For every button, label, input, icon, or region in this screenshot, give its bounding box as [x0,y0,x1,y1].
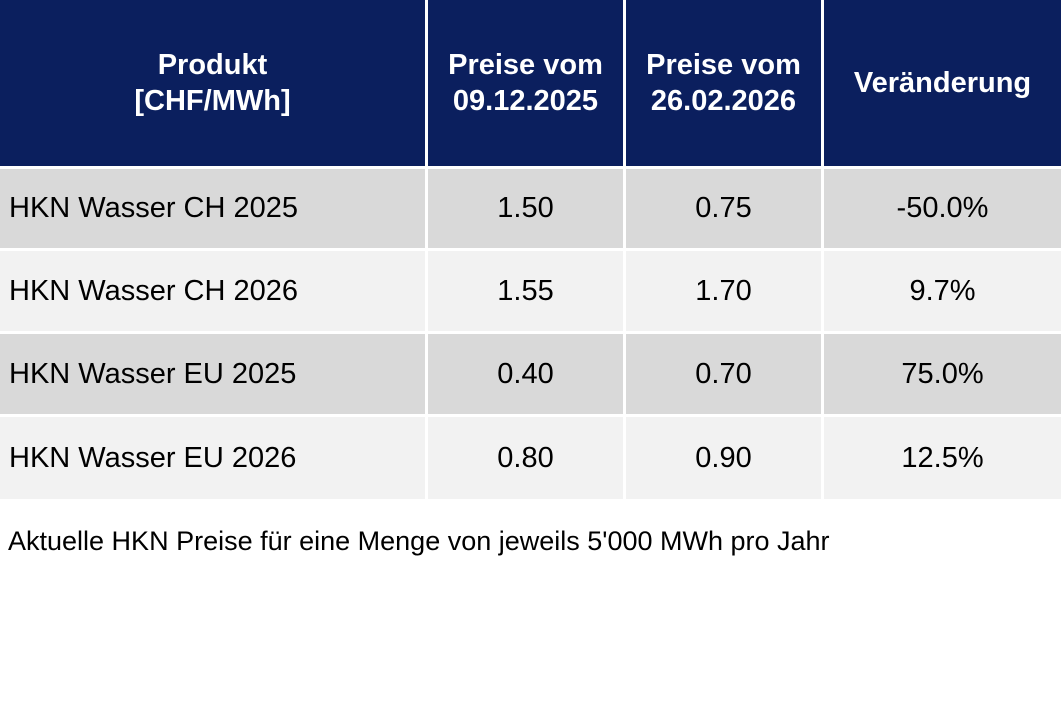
value-cell: 1.70 [626,251,821,331]
value-cell: 12.5% [824,417,1061,499]
product-cell: HKN Wasser CH 2026 [0,251,425,331]
header-text: Preise vom [646,49,801,81]
value-cell: 0.40 [428,334,623,414]
value-cell: 75.0% [824,334,1061,414]
price-table: Produkt [CHF/MWh] Preise vom 09.12.2025 Prei… [0,0,1061,499]
header-text: Produkt [157,49,268,81]
header-text: Veränderung [853,67,1032,99]
header-text: [CHF/MWh] [134,85,291,117]
product-cell: HKN Wasser CH 2025 [0,169,425,248]
header-cell: Veränderung [824,0,1061,166]
value-cell: -50.0% [824,169,1061,248]
value-cell: 1.55 [428,251,623,331]
header-text: 26.02.2026 [650,85,797,117]
header-text: 09.12.2025 [452,85,599,117]
value-cell: 0.75 [626,169,821,248]
product-cell: HKN Wasser EU 2025 [0,334,425,414]
product-cell: HKN Wasser EU 2026 [0,417,425,499]
value-cell: 0.90 [626,417,821,499]
value-cell: 1.50 [428,169,623,248]
value-cell: 9.7% [824,251,1061,331]
header-cell: Preise vom 26.02.2026 [626,0,821,166]
value-cell: 0.70 [626,334,821,414]
caption: Aktuelle HKN Preise für eine Menge von j… [8,526,830,556]
header-text: Preise vom [448,49,603,81]
value-cell: 0.80 [428,417,623,499]
header-cell: Preise vom 09.12.2025 [428,0,623,166]
header-cell: Produkt [CHF/MWh] [0,0,425,166]
